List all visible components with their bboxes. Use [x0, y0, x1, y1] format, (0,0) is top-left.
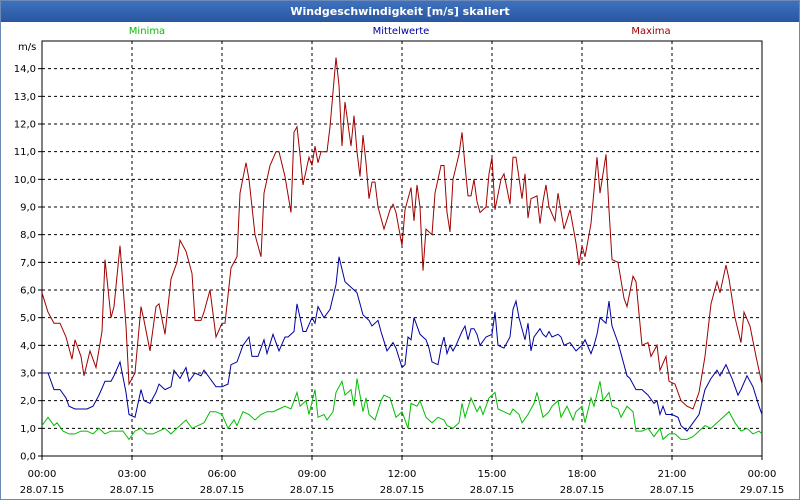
y-tick-label: 7,0 — [20, 258, 36, 269]
series-line-maxima — [41, 57, 763, 410]
y-tick-label: 10,0 — [14, 175, 36, 186]
y-tick-label: 5,0 — [20, 313, 36, 324]
y-tick-label: 8,0 — [20, 230, 36, 241]
x-tick-time-label: 03:00 — [118, 469, 147, 480]
plot-frame — [41, 40, 763, 457]
x-tick-time-label: 21:00 — [658, 469, 687, 480]
x-tick-date-label: 28.07.15 — [290, 485, 335, 496]
x-tick-date-label: 29.07.15 — [740, 485, 785, 496]
y-tick-label: 13,0 — [14, 92, 36, 103]
y-tick-label: 1,0 — [20, 424, 36, 435]
x-tick-date-label: 28.07.15 — [20, 485, 65, 496]
x-tick-date-label: 28.07.15 — [380, 485, 425, 496]
y-tick-label: 14,0 — [14, 64, 36, 75]
y-tick-label: 4,0 — [20, 341, 36, 352]
x-tick-date-label: 28.07.15 — [560, 485, 605, 496]
y-tick-label: 11,0 — [14, 147, 36, 158]
tick-labels: 0,0 1,0 2,0 3,0 4,0 5,0 6,0 7,0 8,0 9,0 10,0 11,0 12… — [14, 64, 785, 496]
x-tick-date-label: 28.07.15 — [650, 485, 695, 496]
series-line-minima — [41, 378, 763, 441]
y-tick-label: 0,0 — [20, 452, 36, 463]
x-tick-time-label: 09:00 — [298, 469, 327, 480]
series-line-mittelwerte — [42, 256, 763, 432]
y-tick-label: 2,0 — [20, 396, 36, 407]
y-tick-label: 3,0 — [20, 369, 36, 380]
x-tick-date-label: 28.07.15 — [110, 485, 155, 496]
x-tick-time-label: 18:00 — [568, 469, 597, 480]
legend-mittelwerte: Mittelwerte — [373, 26, 430, 37]
legend-minima: Minima — [129, 26, 165, 37]
y-tick-label: 6,0 — [20, 286, 36, 297]
legend-maxima: Maxima — [631, 26, 670, 37]
series-lines — [41, 57, 763, 441]
axes — [38, 40, 763, 460]
window-title: Windgeschwindigkeit [m/s] skaliert — [1, 1, 799, 22]
y-tick-label: 9,0 — [20, 203, 36, 214]
x-tick-time-label: 00:00 — [28, 469, 57, 480]
grid — [42, 41, 762, 456]
y-axis-unit-label: m/s — [18, 42, 36, 53]
x-tick-time-label: 06:00 — [208, 469, 237, 480]
x-tick-time-label: 00:00 — [748, 469, 777, 480]
x-tick-date-label: 28.07.15 — [470, 485, 515, 496]
x-tick-date-label: 28.07.15 — [200, 485, 245, 496]
x-tick-time-label: 12:00 — [388, 469, 417, 480]
x-tick-time-label: 15:00 — [478, 469, 507, 480]
y-tick-label: 12,0 — [14, 120, 36, 131]
